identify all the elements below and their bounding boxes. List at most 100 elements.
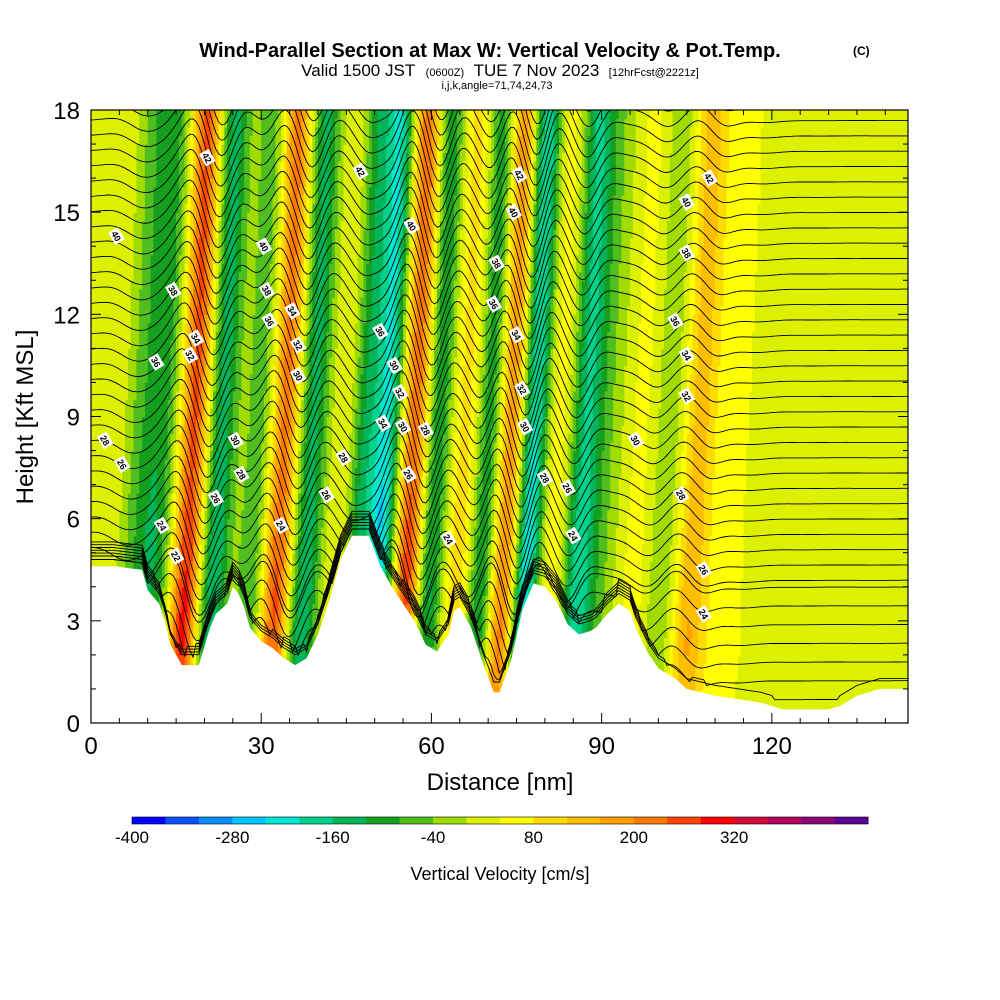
w-cell: [428, 578, 433, 613]
w-cell: [703, 178, 708, 477]
w-cell: [505, 348, 509, 392]
w-cell: [479, 493, 484, 639]
w-cell: [595, 433, 600, 579]
w-cell: [490, 425, 495, 494]
w-cell: [890, 110, 895, 723]
w-cell: [386, 501, 390, 545]
colorbar-swatch: [399, 817, 434, 824]
w-cell: [139, 288, 143, 452]
theta-label-text: 32: [679, 390, 693, 404]
w-cell: [530, 348, 535, 401]
w-cell: [686, 110, 691, 205]
w-cell: [195, 595, 200, 622]
w-cell: [394, 484, 398, 520]
w-cell: [417, 144, 421, 205]
w-cell: [573, 501, 577, 545]
w-cell: [218, 118, 223, 171]
w-cell: [859, 110, 864, 723]
w-cell: [360, 373, 364, 443]
w-cell: [266, 510, 271, 545]
w-cell: [238, 110, 242, 154]
w-cell: [496, 578, 501, 630]
w-cell: [357, 425, 362, 486]
w-cell: [522, 237, 526, 307]
w-cell: [618, 110, 623, 264]
w-cell: [661, 348, 665, 682]
w-cell: [516, 518, 520, 545]
colorbar-swatch: [433, 817, 467, 824]
w-cell: [283, 356, 288, 494]
w-cell: [865, 110, 869, 723]
theta-label-11: 38: [488, 254, 505, 273]
w-cell: [275, 118, 279, 230]
w-cell: [567, 578, 572, 656]
w-cell: [479, 425, 484, 494]
w-cell: [527, 365, 532, 409]
w-cell: [326, 212, 330, 332]
w-cell: [559, 501, 563, 579]
w-cell: [283, 561, 288, 605]
w-cell: [601, 450, 606, 605]
w-cell: [244, 110, 248, 128]
w-cell: [556, 110, 560, 154]
w-cell: [295, 254, 299, 332]
colorbar-frame: [131, 816, 869, 825]
w-cell: [388, 237, 393, 409]
w-cell: [266, 110, 271, 332]
w-cell: [272, 586, 276, 630]
w-cell: [502, 646, 506, 673]
y-tick-label: 9: [67, 405, 80, 432]
theta-label-box: [289, 336, 307, 354]
w-cell: [672, 493, 676, 588]
w-cell: [428, 110, 433, 188]
w-cell: [400, 288, 404, 341]
w-cell: [329, 135, 333, 264]
w-cell: [525, 450, 529, 486]
w-cell: [485, 595, 489, 630]
w-cell: [627, 110, 631, 307]
w-cell: [851, 110, 855, 723]
w-cell: [298, 110, 302, 188]
theta-label-39: 28: [672, 485, 690, 504]
w-cell: [539, 203, 543, 435]
colorbar-swatch: [767, 817, 802, 824]
w-cell: [221, 203, 225, 264]
w-cell: [434, 110, 438, 171]
theta-label-box: [701, 169, 718, 187]
w-cell: [542, 476, 546, 520]
theta-label-35: 28: [233, 465, 250, 484]
w-cell: [533, 203, 537, 247]
theta-label-box: [153, 516, 171, 535]
w-cell: [692, 110, 696, 205]
w-cell: [300, 544, 305, 699]
w-cell: [371, 110, 376, 256]
w-cell: [788, 110, 793, 723]
w-cell: [227, 220, 231, 409]
w-cell: [181, 331, 186, 384]
w-cell: [405, 297, 410, 332]
w-cell: [400, 339, 404, 375]
w-cell: [173, 493, 177, 528]
theta-label-text: 22: [169, 550, 183, 564]
y-tick-label: 6: [67, 507, 80, 534]
w-cell: [417, 433, 421, 494]
theta-contour-line: [91, 528, 908, 616]
w-cell: [198, 425, 203, 469]
theta-label-box: [372, 322, 389, 341]
w-cell: [488, 637, 492, 673]
w-cell: [530, 195, 535, 230]
theta-label-text: 30: [228, 434, 242, 448]
w-cell: [187, 195, 191, 256]
theta-label-4: 40: [108, 227, 125, 245]
w-cell: [190, 561, 194, 605]
w-cell: [315, 561, 319, 622]
w-cell: [428, 348, 433, 384]
theta-contour-line: [91, 447, 908, 525]
w-cell: [164, 544, 169, 596]
w-cell: [167, 399, 172, 494]
w-cell: [317, 501, 322, 579]
w-cell: [797, 110, 801, 723]
w-cell: [496, 476, 501, 511]
w-cell: [181, 271, 186, 332]
w-cell: [193, 365, 197, 469]
